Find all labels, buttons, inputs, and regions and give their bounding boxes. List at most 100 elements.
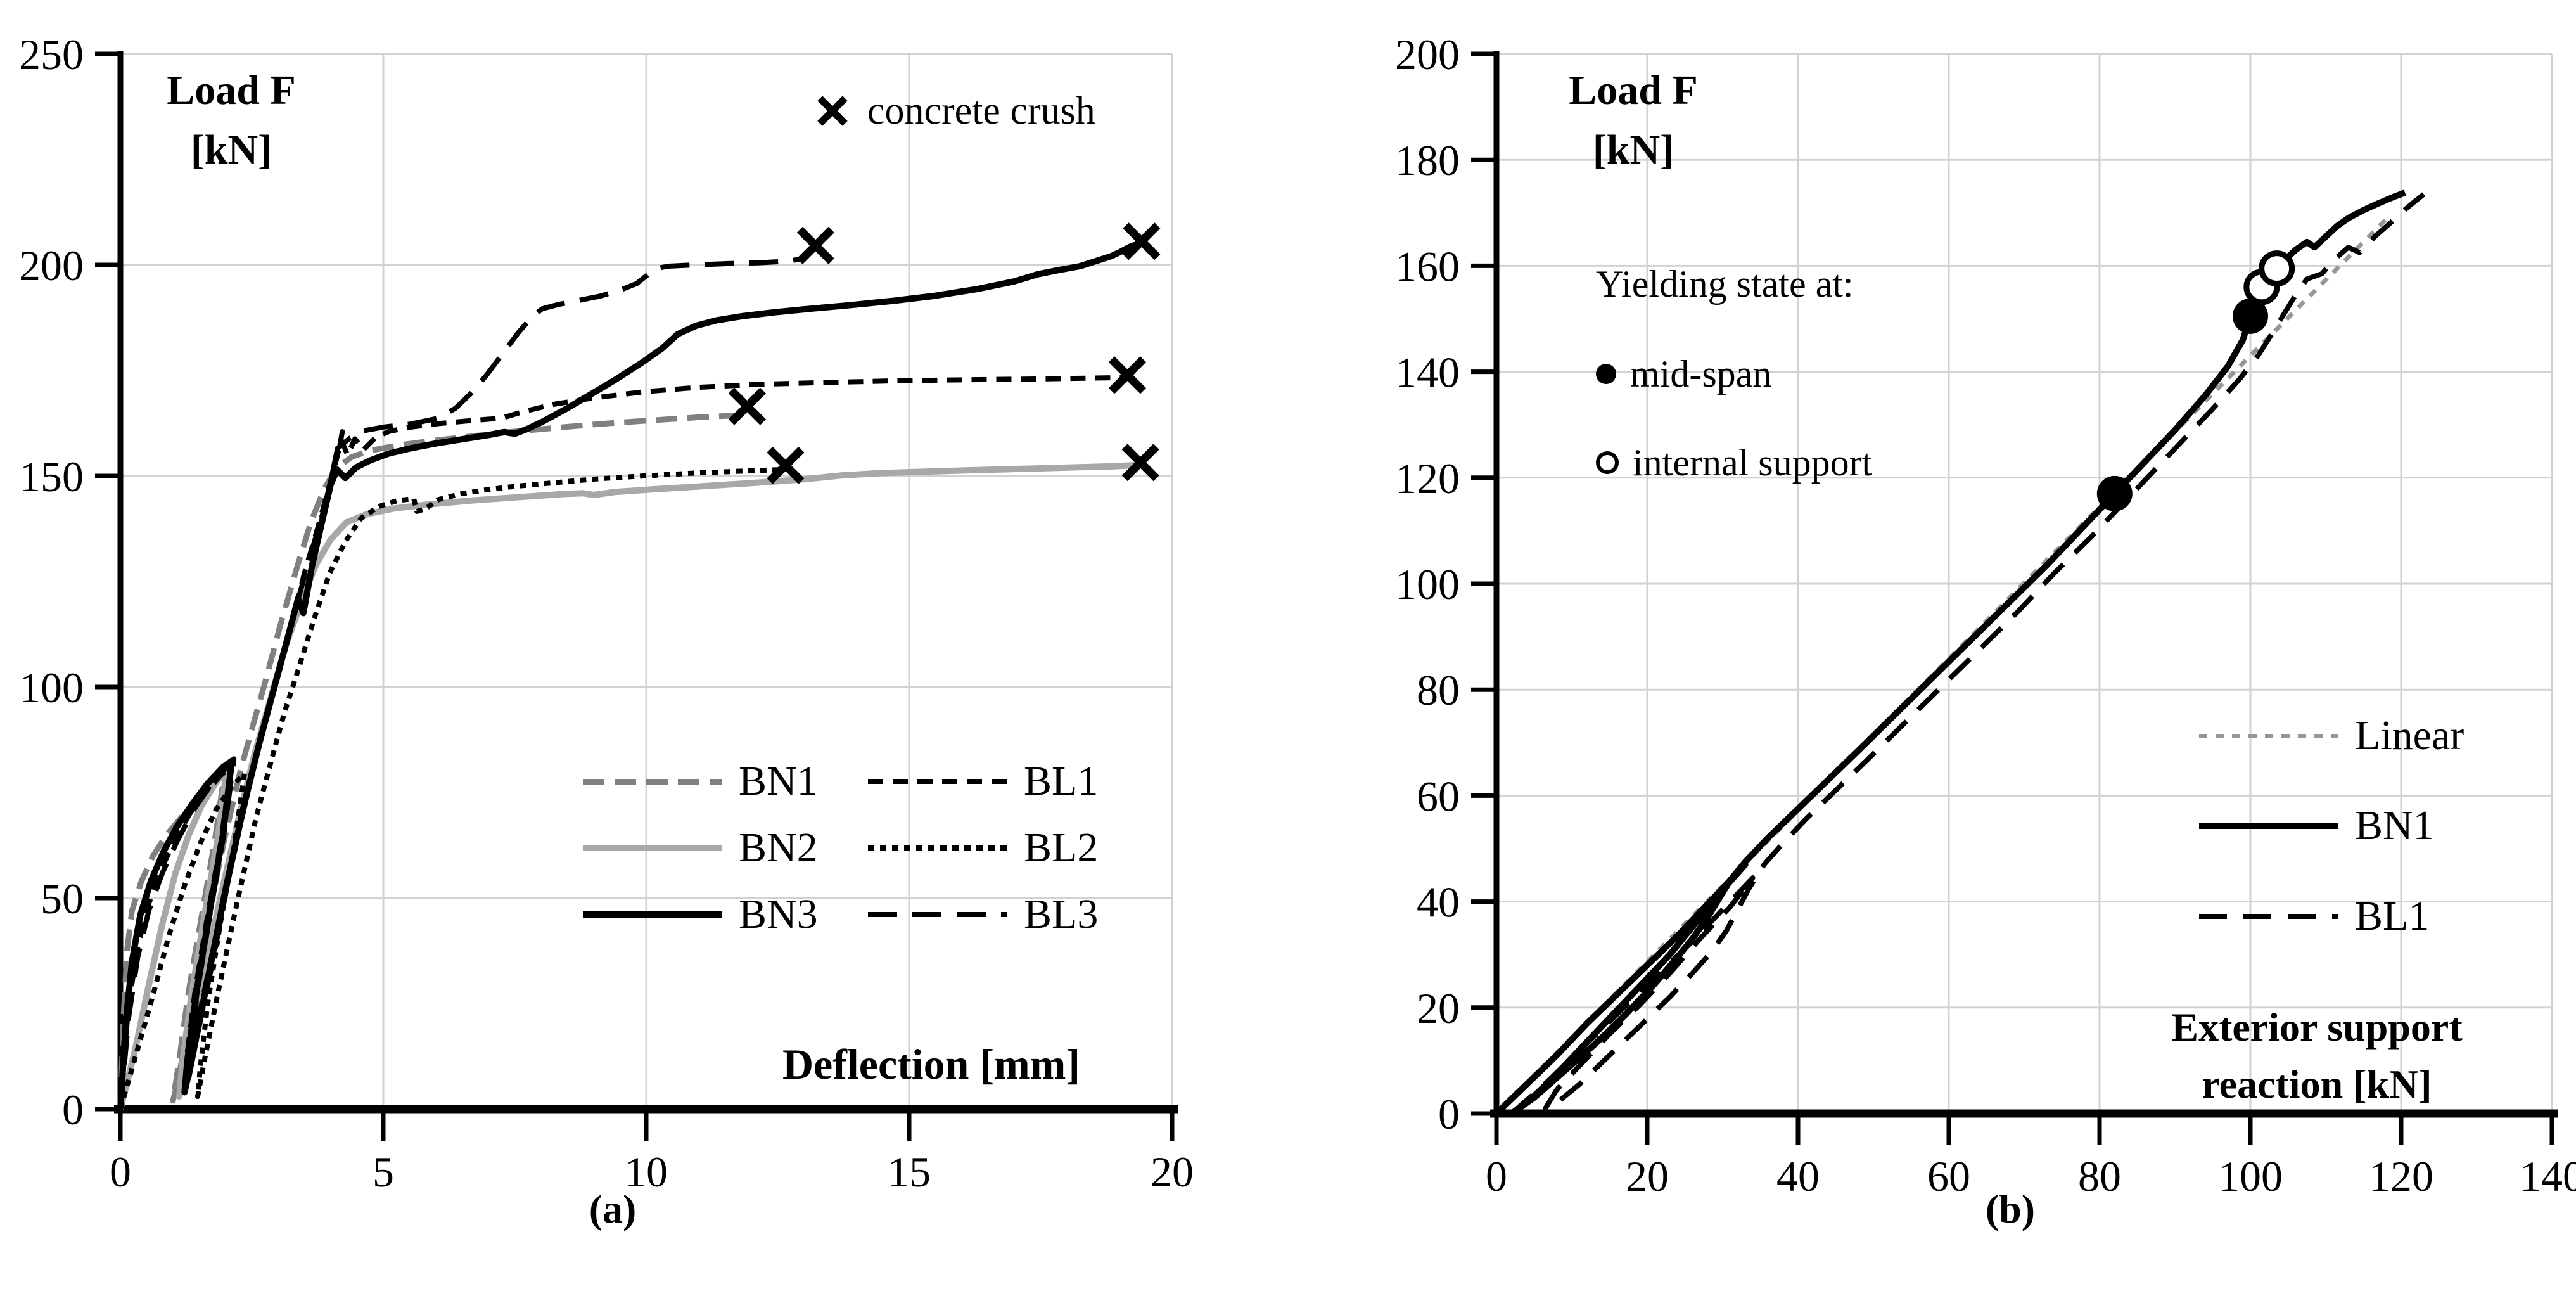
chart-b-plot: 0 20 40 60 80 100 120 140 160 180 200 0 20 40 60 80 100 1… — [1395, 30, 2576, 1200]
y-tick-label: 0 — [62, 1086, 84, 1134]
series-line-BL1 — [118, 375, 1123, 1110]
concrete-crush-x-icon — [817, 95, 848, 127]
legend-item-bn2: BN2 — [583, 825, 818, 871]
legend-item-bl1: BL1 — [868, 758, 1099, 804]
x-tick-label: 0 — [110, 1148, 131, 1196]
y-tick-label: 160 — [1395, 242, 1460, 290]
legend-label-bn3: BN3 — [739, 891, 818, 937]
chart-b-y-axis-title: Load F [kN] — [1535, 61, 1731, 180]
y-tick-label: 180 — [1395, 136, 1460, 184]
legend-item-bn3: BN3 — [583, 891, 818, 937]
x-tick-label: 5 — [373, 1148, 394, 1196]
x-tick-label: 100 — [2218, 1152, 2283, 1200]
x-tick-label: 80 — [2078, 1152, 2121, 1200]
x-tick-label: 60 — [1927, 1152, 1970, 1200]
chart-b-y-title-line2: [kN] — [1592, 127, 1674, 173]
series-line-BL3 — [118, 255, 806, 1110]
crush-x-marker — [1123, 222, 1161, 260]
legend-item-bl1-b: BL1 — [2199, 893, 2430, 939]
bn1-line-sample — [583, 778, 722, 785]
y-tick-label: 200 — [1395, 30, 1460, 79]
legend-label-bl1: BL1 — [1024, 758, 1099, 804]
y-tick-label: 120 — [1395, 454, 1460, 503]
yield-label-mid-span: mid-span — [1630, 352, 1772, 395]
x-tick-label: 140 — [2520, 1152, 2576, 1200]
bl1-line-sample — [868, 779, 1007, 784]
crush-x-marker — [728, 387, 766, 425]
bl3-line-sample — [868, 912, 1007, 917]
legend-item-linear: Linear — [2199, 712, 2464, 759]
chart-b-y-title-line1: Load F — [1569, 67, 1698, 113]
chart-a-y-axis-title: Load F [kN] — [127, 61, 336, 180]
legend-label-bl3: BL3 — [1024, 891, 1099, 937]
series-line-BL1 — [1510, 192, 2426, 1116]
bl2-line-sample — [868, 845, 1007, 851]
x-tick-label: 10 — [625, 1148, 668, 1196]
chart-a-y-title-line1: Load F — [167, 67, 296, 113]
legend-label-linear: Linear — [2355, 712, 2464, 759]
legend-label-bn1: BN1 — [739, 758, 818, 804]
chart-a-x-axis-title: Deflection [mm] — [782, 1040, 1081, 1088]
yield-label-internal-support: internal support — [1633, 441, 1873, 484]
legend-item-bl2: BL2 — [868, 825, 1099, 871]
y-tick-label: 0 — [1438, 1090, 1460, 1138]
legend-label-bl1-b: BL1 — [2355, 893, 2430, 939]
linear-line-sample — [2199, 733, 2338, 738]
x-tick-label: 15 — [888, 1148, 931, 1196]
legend-item-bn1-b: BN1 — [2199, 802, 2434, 849]
mid-span-yield-marker — [2233, 298, 2268, 334]
y-tick-label: 40 — [1417, 878, 1460, 927]
crush-x-marker — [767, 446, 805, 484]
x-tick-label: 40 — [1776, 1152, 1820, 1200]
chart-a-caption: (a) — [589, 1186, 637, 1231]
yield-legend-title-row: Yielding state at: — [1596, 262, 1854, 305]
y-tick-label: 20 — [1417, 984, 1460, 1032]
concrete-crush-label: concrete crush — [867, 89, 1095, 132]
filled-dot-icon — [1596, 364, 1616, 384]
series-line-BN3 — [117, 241, 1138, 1110]
chart-a-y-title-line2: [kN] — [190, 127, 272, 173]
yield-legend-title: Yielding state at: — [1596, 262, 1854, 305]
y-tick-label: 100 — [1395, 560, 1460, 608]
x-tick-label: 0 — [1486, 1152, 1507, 1200]
y-tick-label: 60 — [1417, 772, 1460, 820]
chart-panel-b: 0 20 40 60 80 100 120 140 160 180 200 0 20 40 60 80 100 1… — [1288, 0, 2576, 1310]
bl1-b-line-sample — [2199, 914, 2338, 919]
series-line-BN1 — [1494, 189, 2406, 1117]
chart-a-plot: 0 50 100 150 200 250 0 5 10 15 20 — [19, 30, 1194, 1196]
legend-item-bl3: BL3 — [868, 891, 1099, 937]
chart-b-caption: (b) — [1985, 1186, 2036, 1231]
bn2-line-sample — [583, 845, 722, 851]
x-tick-label: 120 — [2369, 1152, 2433, 1200]
bn3-line-sample — [583, 911, 722, 918]
y-tick-label: 80 — [1417, 666, 1460, 714]
chart-b-x-title-line1: Exterior support — [2171, 1005, 2463, 1050]
legend-label-bl2: BL2 — [1024, 825, 1099, 871]
yield-legend-item-internal-support: internal support — [1596, 441, 1872, 484]
legend-item-bn1: BN1 — [583, 758, 818, 804]
chart-b-x-axis-title: Exterior support reaction [kN] — [2082, 999, 2551, 1113]
series-line-BL2 — [118, 467, 781, 1110]
y-tick-label: 50 — [41, 875, 84, 923]
legend-label-bn1-b: BN1 — [2355, 802, 2434, 849]
concrete-crush-annotation: concrete crush — [817, 90, 1095, 132]
legend-label-bn2: BN2 — [739, 825, 818, 871]
crush-x-marker — [1108, 356, 1147, 394]
x-tick-label: 20 — [1626, 1152, 1669, 1200]
y-tick-label: 150 — [19, 453, 84, 501]
x-tick-label: 20 — [1151, 1148, 1194, 1196]
bn1-b-line-sample — [2199, 823, 2338, 829]
yield-legend-item-mid-span: mid-span — [1596, 352, 1771, 395]
y-tick-label: 100 — [19, 664, 84, 712]
crush-x-marker — [1121, 444, 1159, 482]
mid-span-yield-marker — [2096, 475, 2133, 511]
open-dot-icon — [1596, 451, 1619, 474]
internal-support-yield-marker — [2259, 250, 2295, 287]
chart-panel-a: 0 50 100 150 200 250 0 5 10 15 20 Load F [kN] conc… — [0, 0, 1288, 1310]
chart-b-x-title-line2: reaction [kN] — [2202, 1062, 2432, 1107]
y-tick-label: 200 — [19, 241, 84, 290]
crush-x-marker — [796, 226, 834, 264]
y-tick-label: 140 — [1395, 349, 1460, 397]
y-tick-label: 250 — [19, 30, 84, 79]
